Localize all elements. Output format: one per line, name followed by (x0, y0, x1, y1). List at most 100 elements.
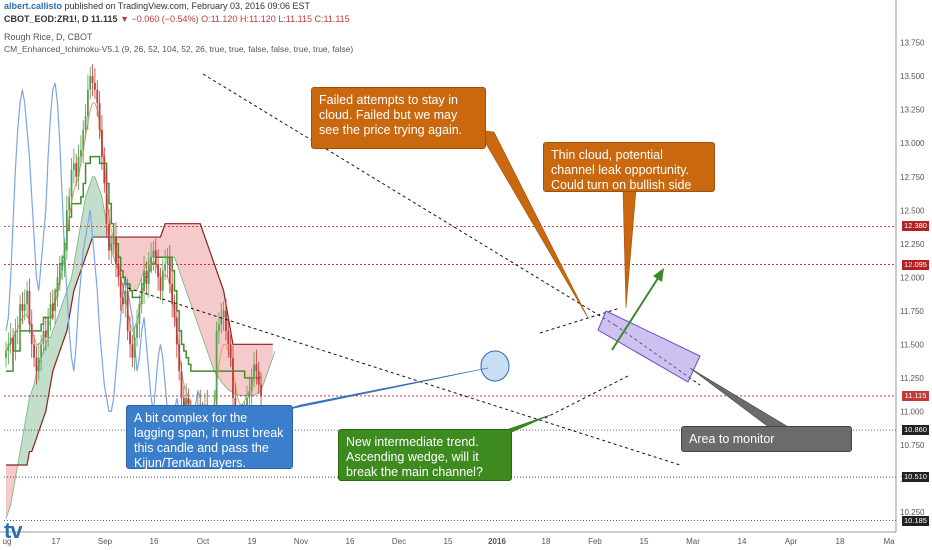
candle-body (225, 310, 227, 331)
candle-body (220, 317, 223, 325)
candle-body (246, 397, 248, 412)
last-price: 11.115 (91, 14, 118, 24)
publisher-user[interactable]: albert.callisto (4, 1, 63, 11)
candle-body (96, 89, 99, 104)
candle-body (164, 263, 167, 271)
note-lagging-span[interactable]: A bit complex for the lagging span, it m… (126, 405, 293, 470)
x-tick-label: Apr (785, 537, 798, 546)
price-axis-label: 10.185 (902, 515, 929, 526)
candle-body (94, 82, 96, 90)
wedge-upper-trendline (539, 307, 621, 334)
candle-body (70, 170, 73, 197)
x-tick-label: 18 (836, 537, 845, 546)
upper-channel-trendline (202, 73, 616, 326)
x-tick-label: Mar (686, 537, 700, 546)
candle-body (19, 304, 21, 331)
candle-body (253, 364, 255, 378)
candle-body (28, 290, 31, 325)
candle-body (175, 317, 178, 345)
candle-body (35, 357, 38, 372)
x-tick-label: ug (3, 537, 12, 546)
publisher-line: albert.callisto published on TradingView… (4, 1, 310, 11)
candle-body (16, 330, 19, 332)
candle-body (260, 384, 262, 396)
candle-body (21, 304, 24, 311)
candle-body (218, 324, 220, 331)
wedge-lower-trendline (544, 374, 631, 419)
tradingview-logo: tv (4, 518, 23, 543)
candle-body (166, 257, 169, 264)
y-tick-label: 12.500 (900, 206, 925, 215)
indicator-params[interactable]: CM_Enhanced_Ichimoku-V5.1 (9, 26, 52, 10… (4, 44, 354, 54)
y-tick-label: 13.500 (900, 72, 925, 81)
candle-body (98, 103, 101, 130)
candle-body (68, 196, 71, 211)
candle-body (124, 290, 127, 305)
candle-body (150, 257, 152, 264)
candle-body (40, 344, 42, 358)
senkou-a-line (5, 176, 276, 519)
y-tick-label: 13.000 (900, 139, 925, 148)
price-axis-label: 12.095 (902, 259, 929, 270)
note-thin-cloud[interactable]: Thin cloud, potential channel leak oppor… (543, 142, 715, 192)
candle-body (133, 337, 136, 358)
y-tick-label: 11.000 (900, 407, 924, 416)
bullish-arrow-head (653, 268, 664, 282)
price-axis-label: 10.860 (902, 425, 929, 436)
y-tick-label: 12.000 (900, 273, 925, 282)
candle-body (103, 156, 106, 184)
candle-body (110, 243, 113, 251)
candle-body (26, 290, 28, 305)
note-intermediate-trend[interactable]: New intermediate trend. Ascending wedge,… (338, 429, 512, 481)
candle-body (101, 129, 103, 157)
candle-body (117, 263, 120, 278)
candle-body (54, 297, 57, 311)
y-tick-label: 11.750 (900, 307, 924, 316)
candle-body (58, 270, 61, 278)
candle-body (30, 324, 33, 345)
candle-body (126, 290, 129, 331)
lagging-span-highlight-circle (480, 350, 510, 382)
x-tick-label: Ma (883, 537, 895, 546)
candle-body (250, 377, 253, 392)
candle-body (159, 277, 162, 291)
bullish-arrow-line (611, 274, 661, 351)
candle-body (161, 270, 164, 291)
candle-body (140, 290, 143, 305)
candle-body (157, 263, 159, 278)
area-note-pointer (689, 367, 792, 429)
candle-body (14, 330, 17, 352)
candle-body (257, 371, 260, 385)
candle-body (108, 223, 110, 251)
candle-body (171, 284, 174, 305)
candle-body (63, 250, 66, 264)
x-tick-label: 16 (150, 537, 159, 546)
x-tick-label: 14 (738, 537, 747, 546)
candle-body (180, 371, 183, 398)
candle-body (75, 163, 78, 177)
area-to-monitor-shape (597, 310, 701, 383)
x-tick-label: Oct (197, 537, 210, 546)
candle-body (152, 250, 155, 258)
kijun-sen-line (6, 155, 262, 379)
price-axis-label: 12.380 (902, 221, 929, 232)
candle-body (168, 257, 171, 284)
x-tick-label: Nov (294, 537, 308, 546)
bearish-cloud (111, 223, 273, 396)
y-tick-label: 12.250 (900, 240, 925, 249)
note-failed-attempts[interactable]: Failed attempts to stay in cloud. Failed… (311, 87, 486, 149)
x-tick-label: 15 (640, 537, 649, 546)
candle-body (229, 344, 232, 358)
x-tick-label: Feb (588, 537, 602, 546)
failed-note-pointer (477, 129, 589, 319)
candle-body (7, 344, 10, 352)
candle-body (129, 330, 131, 345)
candle-body (131, 344, 134, 358)
x-tick-label: Sep (98, 537, 113, 546)
candle-body (37, 357, 40, 372)
candle-body (44, 330, 47, 338)
symbol-name[interactable]: CBOT_EOD:ZR1!, D (4, 14, 89, 24)
candle-body (173, 304, 176, 318)
note-area-to-monitor[interactable]: Area to monitor (681, 426, 852, 452)
